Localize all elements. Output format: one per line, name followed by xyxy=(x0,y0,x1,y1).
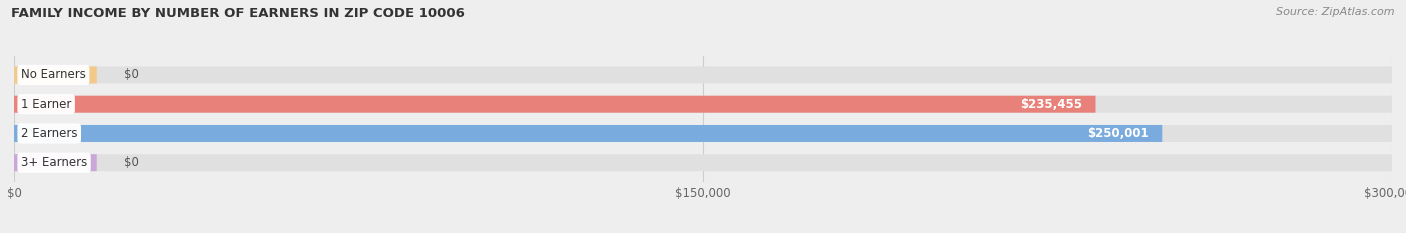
FancyBboxPatch shape xyxy=(14,125,1163,142)
Text: $250,001: $250,001 xyxy=(1087,127,1149,140)
FancyBboxPatch shape xyxy=(14,96,1392,113)
FancyBboxPatch shape xyxy=(14,66,97,83)
FancyBboxPatch shape xyxy=(14,96,1095,113)
Text: $0: $0 xyxy=(124,156,139,169)
Text: 2 Earners: 2 Earners xyxy=(21,127,77,140)
FancyBboxPatch shape xyxy=(14,125,1392,142)
Text: 1 Earner: 1 Earner xyxy=(21,98,72,111)
Text: FAMILY INCOME BY NUMBER OF EARNERS IN ZIP CODE 10006: FAMILY INCOME BY NUMBER OF EARNERS IN ZI… xyxy=(11,7,465,20)
Text: $235,455: $235,455 xyxy=(1019,98,1081,111)
FancyBboxPatch shape xyxy=(14,66,1392,83)
Text: $0: $0 xyxy=(124,69,139,82)
Text: No Earners: No Earners xyxy=(21,69,86,82)
Text: 3+ Earners: 3+ Earners xyxy=(21,156,87,169)
Text: Source: ZipAtlas.com: Source: ZipAtlas.com xyxy=(1277,7,1395,17)
FancyBboxPatch shape xyxy=(14,154,1392,171)
FancyBboxPatch shape xyxy=(14,154,97,171)
